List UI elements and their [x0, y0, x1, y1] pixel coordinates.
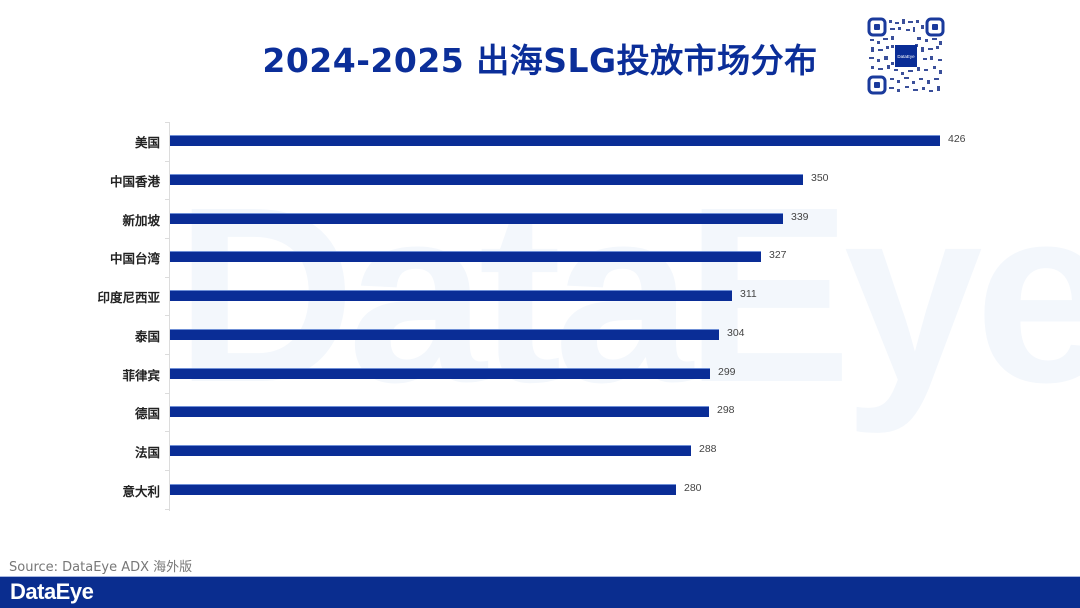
bar-row: 中国香港 350 [0, 170, 1080, 190]
category-label: 意大利 [122, 483, 160, 499]
category-label: 法国 [134, 445, 160, 460]
bar [170, 290, 732, 301]
bar [170, 483, 676, 495]
bar [170, 212, 783, 224]
y-axis-line [169, 122, 170, 511]
value-label: 280 [684, 481, 702, 494]
value-label: 339 [791, 210, 809, 223]
category-label: 泰国 [134, 328, 160, 344]
bar-row: 印度尼西亚 311 [0, 286, 1080, 306]
bar [170, 406, 709, 418]
bar-row: 德国 298 [0, 402, 1080, 422]
bar [170, 173, 803, 185]
axis-tick [165, 354, 169, 355]
bar-row: 中国台湾 327 [0, 247, 1080, 267]
value-label: 327 [769, 249, 787, 262]
bar-row: 意大利 280 [0, 480, 1080, 500]
category-label: 中国台湾 [109, 251, 160, 267]
axis-tick [165, 431, 169, 432]
axis-tick [165, 238, 169, 239]
value-label: 311 [740, 288, 757, 300]
value-label: 288 [699, 443, 717, 455]
bar [170, 135, 940, 146]
bar [170, 367, 710, 379]
axis-tick [165, 161, 169, 162]
chart-title: 2024-2025 出海SLG投放市场分布 [262, 41, 818, 80]
category-label: 美国 [134, 135, 160, 150]
bar [170, 328, 719, 340]
bar-row: 菲律宾 299 [0, 364, 1080, 384]
axis-tick [165, 122, 169, 123]
bar-chart: 美国 426 中国香港 350 新加坡 339 中国台湾 327 印度尼西亚 311 泰国 304 菲律… [0, 122, 1080, 511]
bar-row: 法国 288 [0, 441, 1080, 461]
value-label: 350 [811, 171, 829, 184]
category-label: 菲律宾 [122, 367, 160, 383]
qr-code-icon: DataEye [867, 17, 945, 95]
value-label: 298 [717, 404, 735, 417]
axis-tick [165, 470, 169, 471]
bar-row: 新加坡 339 [0, 209, 1080, 229]
axis-tick [165, 199, 169, 200]
bar-row: 泰国 304 [0, 325, 1080, 345]
value-label: 426 [948, 133, 966, 145]
category-label: 中国香港 [109, 173, 160, 189]
axis-tick [165, 277, 169, 278]
value-label: 304 [727, 326, 745, 339]
category-label: 德国 [134, 406, 160, 422]
source-note: Source: DataEye ADX 海外版 [9, 560, 193, 575]
value-label: 299 [718, 365, 736, 378]
bar [170, 251, 761, 263]
axis-tick [165, 509, 169, 510]
bar [170, 445, 691, 456]
footer-bar: DataEye [0, 576, 1080, 608]
dataeye-logo: DataEye [10, 579, 94, 604]
category-label: 新加坡 [122, 212, 160, 228]
category-label: 印度尼西亚 [97, 290, 160, 305]
axis-tick [165, 315, 169, 316]
svg-text:DataEye: DataEye [897, 54, 915, 59]
bar-row: 美国 426 [0, 131, 1080, 151]
axis-tick [165, 393, 169, 394]
